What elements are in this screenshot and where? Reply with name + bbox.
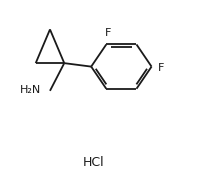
Text: H₂N: H₂N: [20, 85, 41, 95]
Text: F: F: [158, 63, 164, 73]
Text: HCl: HCl: [83, 156, 105, 169]
Text: F: F: [105, 28, 112, 38]
